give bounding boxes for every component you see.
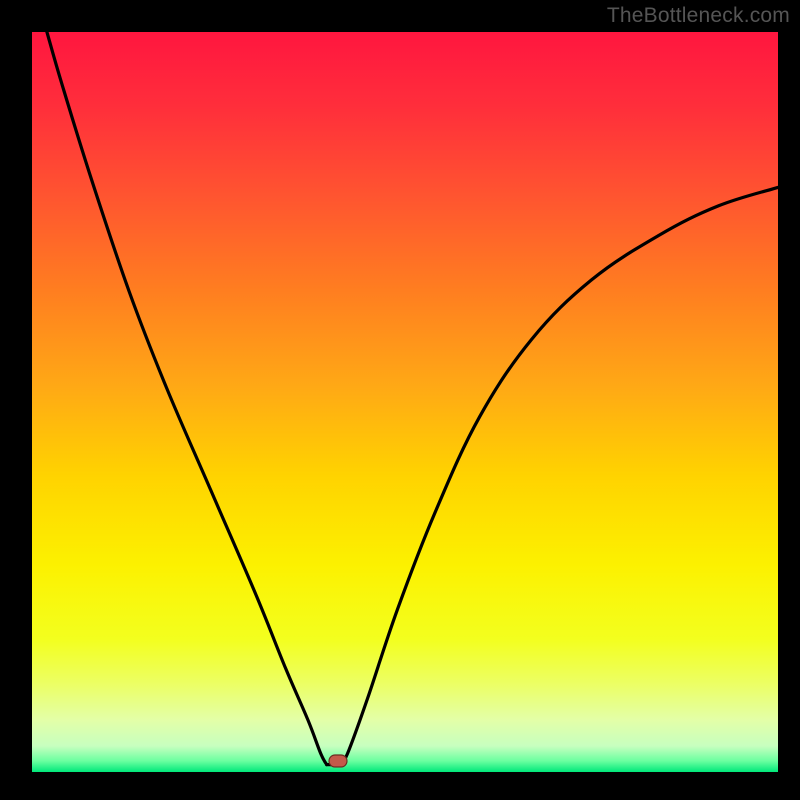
chart-frame: TheBottleneck.com (0, 0, 800, 800)
bottleneck-curve (32, 32, 778, 772)
optimal-point-marker (328, 754, 348, 768)
watermark-text: TheBottleneck.com (607, 4, 790, 28)
plot-area (32, 32, 778, 772)
